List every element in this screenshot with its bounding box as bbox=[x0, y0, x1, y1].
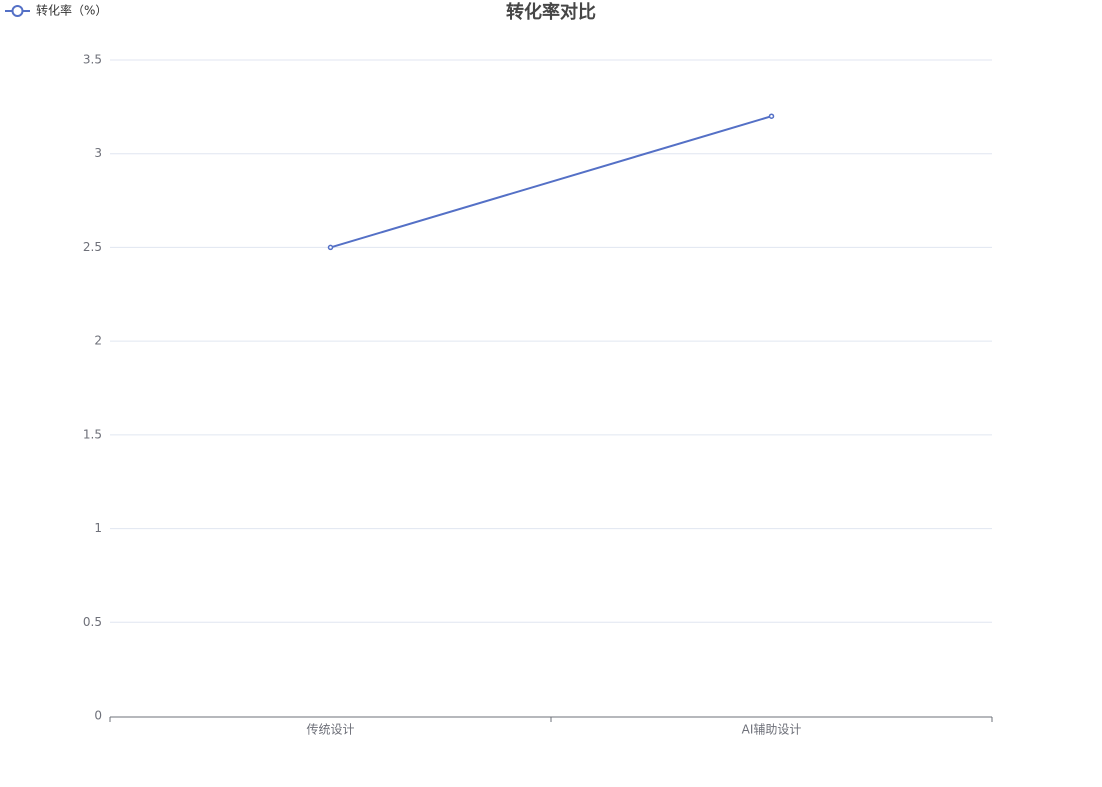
y-tick-label: 2 bbox=[94, 334, 102, 348]
data-line bbox=[330, 115, 772, 249]
legend-label[interactable]: 转化率（%） bbox=[36, 3, 107, 18]
y-tick-label: 3 bbox=[94, 146, 102, 160]
y-tick-label: 1.5 bbox=[83, 427, 102, 441]
data-point bbox=[768, 113, 775, 119]
legend: 转化率（%） bbox=[5, 3, 107, 18]
y-tick-label: 0 bbox=[94, 709, 102, 723]
chart-title: 转化率对比 bbox=[506, 1, 596, 23]
y-tick-label: 0.5 bbox=[83, 615, 102, 629]
y-tick-label: 3.5 bbox=[83, 53, 102, 67]
x-tick-label: 传统设计 bbox=[306, 722, 354, 737]
y-tick-label: 2.5 bbox=[83, 240, 102, 254]
y-tick-label: 1 bbox=[94, 521, 102, 535]
x-tick-label: AI辅助设计 bbox=[742, 723, 802, 737]
legend-marker bbox=[11, 5, 24, 17]
data-point bbox=[327, 244, 334, 251]
